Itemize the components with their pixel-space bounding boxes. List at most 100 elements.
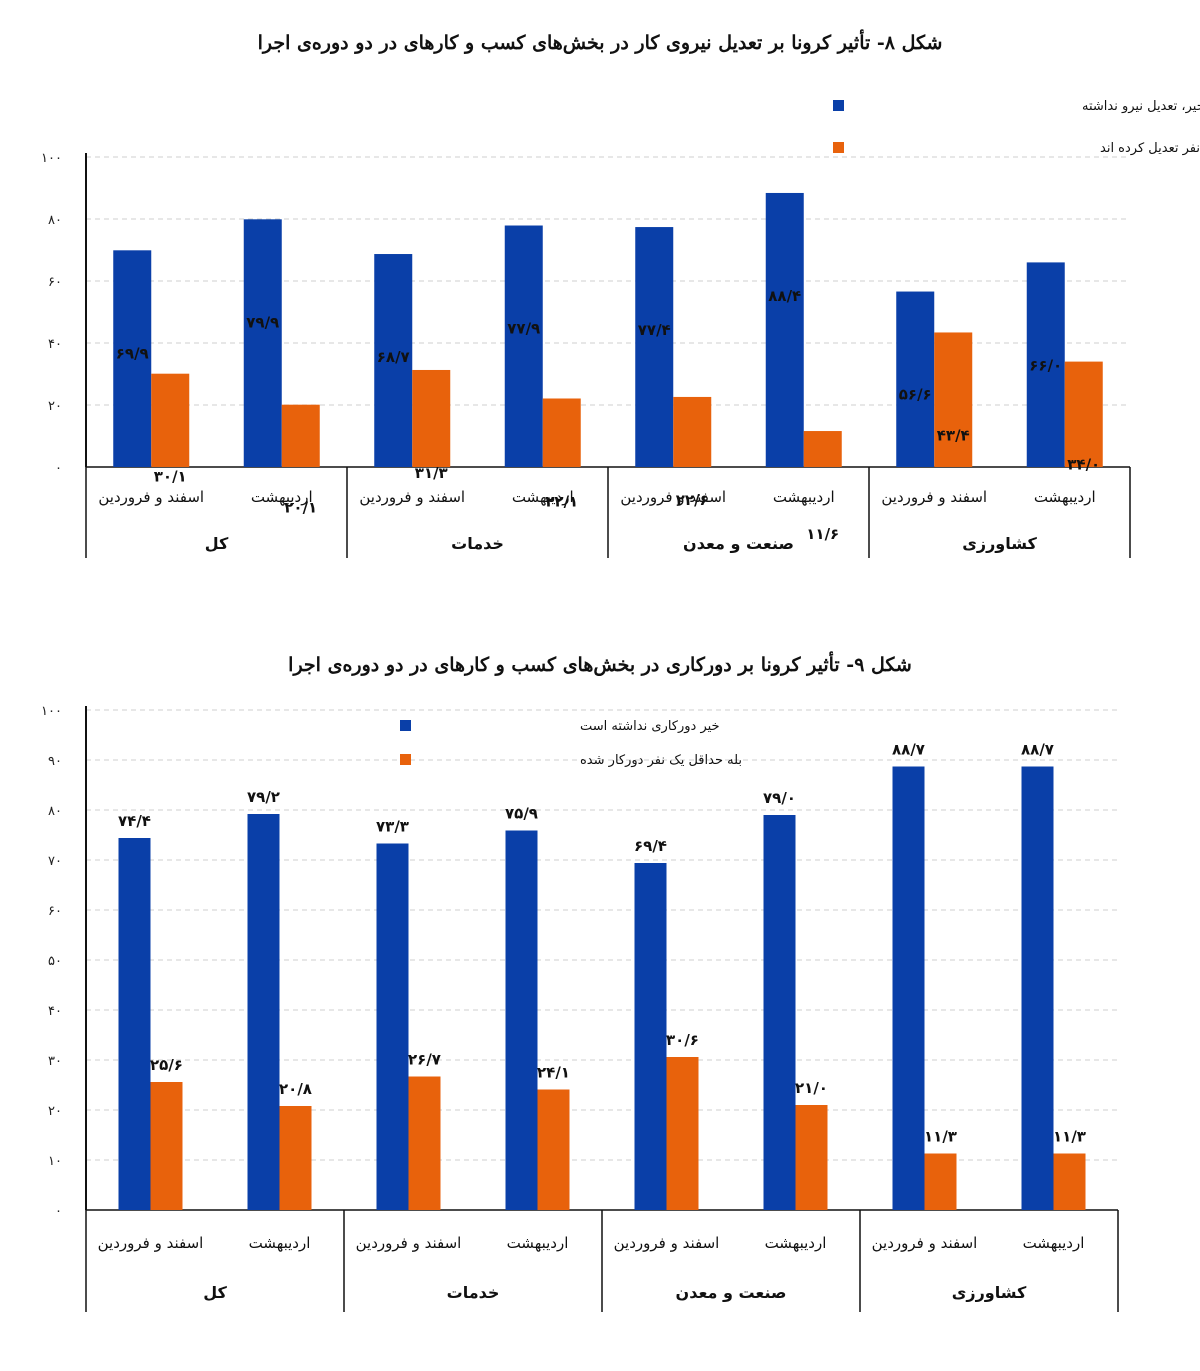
bar-series-1 — [634, 863, 667, 1210]
bar-series-1 — [113, 250, 152, 467]
data-label: ۷۷/۴ — [638, 321, 671, 339]
bar-series-2 — [281, 404, 320, 467]
legend-label: خیر دورکاری نداشته است — [580, 719, 720, 734]
y-tick-label: ۵۰ — [48, 954, 62, 969]
data-label: ۶۶/۰ — [1029, 356, 1062, 374]
bar-series-2 — [537, 1089, 570, 1210]
chart-figure-8: شکل ۸- تأثیر کرونا بر تعدیل نیروی کار در… — [0, 0, 1200, 600]
data-label: ۳۱/۳ — [415, 464, 448, 482]
y-tick-label: ۷۰ — [48, 854, 62, 869]
y-tick-label: ۴۰ — [48, 1004, 62, 1019]
category-label: اسفند و فروردین — [98, 1234, 204, 1252]
bar-series-1 — [763, 815, 796, 1210]
bar-series-2 — [279, 1106, 312, 1210]
data-label: ۴۳/۴ — [937, 426, 970, 444]
chart-title: شکل ۸- تأثیر کرونا بر تعدیل نیروی کار در… — [257, 32, 943, 54]
bar-series-2 — [795, 1105, 828, 1210]
legend-swatch — [400, 720, 411, 731]
bar-series-2 — [1064, 361, 1103, 467]
data-label: ۷۵/۹ — [505, 805, 538, 823]
category-label: اسفند و فروردین — [620, 488, 726, 506]
y-tick-label: ۱۰۰ — [41, 151, 62, 166]
group-label: کشاورزی — [962, 534, 1037, 553]
bar-series-1 — [892, 766, 925, 1210]
category-label: اردیبهشت — [773, 488, 835, 506]
y-tick-label: ۱۰ — [48, 1154, 62, 1169]
chart-canvas: ۰ ۲۰ ۴۰ ۶۰ ۸۰ ۱۰۰ کل اسفند و فروردین ۶۹/۹ ۳۰/۱ ارد… — [41, 99, 1200, 558]
y-tick-label: ۱۰۰ — [41, 704, 62, 719]
bar-series-2 — [666, 1057, 699, 1210]
bar-series-1 — [376, 843, 409, 1210]
data-label: ۲۰/۱ — [284, 499, 317, 517]
data-label: ۷۹/۰ — [763, 789, 796, 807]
bar-series-2 — [924, 1153, 957, 1210]
data-label: ۲۲/۶ — [676, 491, 709, 509]
data-label: ۳۴/۰ — [1067, 456, 1100, 474]
legend-label: خیر، تعدیل نیرو نداشته — [1082, 99, 1200, 114]
data-label: ۵۶/۶ — [899, 386, 932, 404]
data-label: ۸۸/۷ — [892, 741, 925, 759]
data-label: ۷۷/۹ — [507, 320, 540, 338]
category-label: اردیبهشت — [251, 488, 313, 506]
bar-series-1 — [505, 830, 538, 1210]
legend-swatch — [400, 754, 411, 765]
group-label: کشاورزی — [952, 1283, 1027, 1302]
data-label: ۲۴/۱ — [537, 1064, 570, 1082]
bar-series-1 — [1026, 262, 1065, 467]
group-label: صنعت و معدن — [676, 1283, 787, 1302]
category-label: اردیبهشت — [1034, 488, 1096, 506]
legend-swatch — [833, 142, 844, 153]
bar-series-1 — [374, 254, 413, 467]
data-label: ۱۱/۳ — [1053, 1128, 1086, 1146]
y-tick-label: ۶۰ — [48, 275, 62, 290]
y-tick-label: ۴۰ — [48, 337, 62, 352]
chart-canvas: ۰ ۱۰ ۲۰ ۳۰ ۴۰ ۵۰ ۶۰ ۷۰ ۸۰ ۹۰ ۱۰۰ کل اسفند و فروردین ۷… — [41, 704, 1119, 1312]
category-label: اردیبهشت — [507, 1234, 569, 1252]
y-tick-label: ۲۰ — [48, 1104, 62, 1119]
legend-label: بله، حداقل یک نفر تعدیل کرده اند — [1100, 141, 1200, 156]
data-label: ۷۹/۲ — [247, 788, 280, 806]
y-tick-label: ۶۰ — [48, 904, 62, 919]
data-label: ۶۹/۴ — [634, 837, 667, 855]
category-label: اسفند و فروردین — [359, 488, 465, 506]
bar-series-2 — [542, 398, 581, 467]
category-label: اسفند و فروردین — [872, 1234, 978, 1252]
data-label: ۳۰/۶ — [666, 1031, 699, 1049]
group-label: خدمات — [451, 534, 504, 553]
data-label: ۲۰/۸ — [279, 1080, 312, 1098]
bar-series-2 — [934, 332, 973, 467]
data-label: ۲۱/۰ — [795, 1079, 828, 1097]
legend-swatch — [833, 100, 844, 111]
bar-series-2 — [412, 369, 451, 467]
bar-series-1 — [247, 814, 280, 1210]
bar-series-1 — [1021, 766, 1054, 1210]
category-label: اردیبهشت — [249, 1234, 311, 1252]
y-tick-label: ۲۰ — [48, 399, 62, 414]
data-label: ۷۳/۳ — [376, 818, 409, 836]
legend-label: بله حداقل یک نفر دورکار شده — [580, 753, 742, 768]
data-label: ۱۱/۳ — [924, 1128, 957, 1146]
chart-figure-9: شکل ۹- تأثیر کرونا بر دورکاری در بخش‌های… — [0, 640, 1200, 1360]
bar-series-1 — [504, 225, 543, 467]
bar-series-2 — [1053, 1153, 1086, 1210]
category-label: اسفند و فروردین — [356, 1234, 462, 1252]
data-label: ۷۴/۴ — [118, 812, 151, 830]
bar-series-2 — [408, 1076, 441, 1210]
data-label: ۷۹/۹ — [246, 313, 279, 331]
bar-series-2 — [151, 373, 190, 467]
bar-series-2 — [150, 1082, 183, 1210]
group-label: خدمات — [447, 1283, 500, 1302]
data-label: ۸۸/۷ — [1021, 741, 1054, 759]
bar-series-1 — [765, 192, 804, 467]
group-label: کل — [205, 534, 229, 553]
bar-series-1 — [635, 227, 674, 467]
bar-series-2 — [673, 396, 712, 467]
data-label: ۶۸/۷ — [377, 348, 410, 366]
data-label: ۶۹/۹ — [116, 344, 149, 362]
data-label: ۱۱/۶ — [806, 525, 839, 543]
data-label: ۲۶/۷ — [408, 1051, 441, 1069]
category-label: اردیبهشت — [1023, 1234, 1085, 1252]
y-tick-label: ۸۰ — [48, 804, 62, 819]
group-label: صنعت و معدن — [683, 534, 794, 553]
group-label: کل — [203, 1283, 227, 1302]
